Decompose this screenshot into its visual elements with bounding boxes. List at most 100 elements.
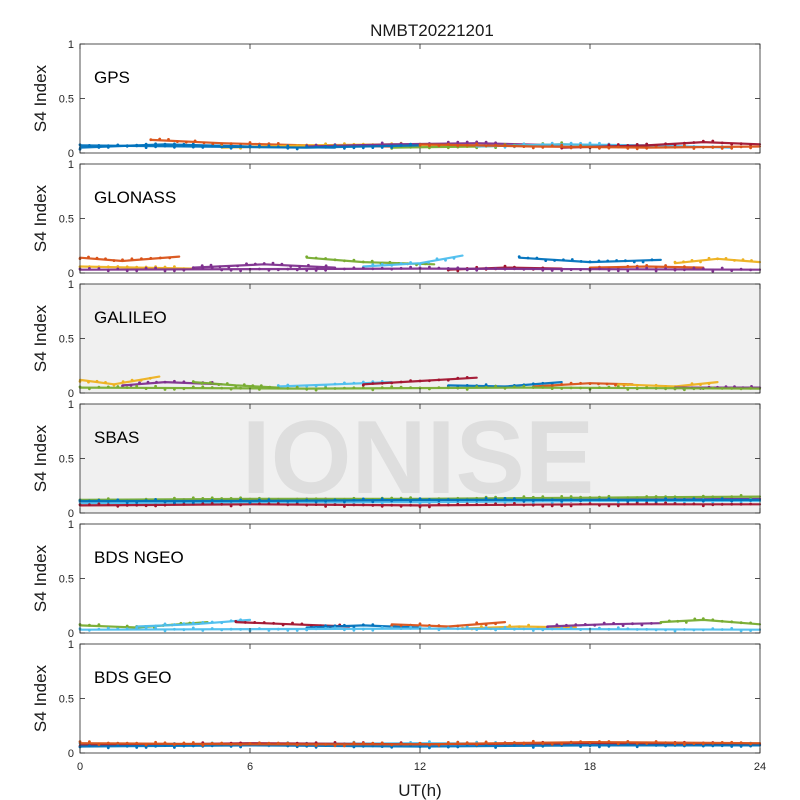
data-point xyxy=(218,265,222,269)
data-point xyxy=(550,387,554,390)
data-point xyxy=(191,380,195,383)
data-point xyxy=(673,742,677,746)
data-point xyxy=(343,744,346,748)
data-point xyxy=(125,386,129,389)
data-point xyxy=(739,267,743,271)
data-point xyxy=(267,386,271,389)
data-point xyxy=(494,143,497,147)
data-point xyxy=(569,504,573,508)
data-point xyxy=(475,743,479,746)
data-point xyxy=(684,621,688,624)
data-point xyxy=(191,744,195,748)
data-point xyxy=(418,379,422,383)
data-point xyxy=(494,497,497,501)
data-point xyxy=(701,628,705,632)
data-point xyxy=(361,497,365,501)
data-point xyxy=(635,742,639,745)
data-point xyxy=(446,626,450,630)
data-point xyxy=(418,745,422,749)
data-point xyxy=(517,255,521,259)
data-point xyxy=(484,385,488,389)
data-point xyxy=(106,269,110,273)
data-point xyxy=(494,502,497,506)
data-point xyxy=(475,268,479,272)
data-point xyxy=(135,501,139,504)
data-point xyxy=(106,503,110,506)
data-point xyxy=(739,142,743,146)
data-point xyxy=(553,259,556,262)
data-point xyxy=(163,144,167,148)
data-point xyxy=(87,380,90,384)
data-point xyxy=(399,380,403,384)
data-point xyxy=(711,386,715,390)
data-point xyxy=(295,268,299,272)
data-point xyxy=(550,742,554,746)
data-point xyxy=(654,495,658,498)
data-point xyxy=(239,628,243,631)
data-point xyxy=(135,741,139,745)
data-point xyxy=(352,266,356,270)
data-point xyxy=(314,143,318,147)
data-point xyxy=(324,499,327,503)
data-point xyxy=(645,499,649,503)
data-point xyxy=(645,386,649,390)
data-point xyxy=(173,145,176,149)
data-point xyxy=(465,268,469,272)
data-point xyxy=(333,624,337,628)
data-point xyxy=(106,500,110,503)
data-point xyxy=(163,265,167,269)
data-point xyxy=(541,142,545,146)
data-point xyxy=(116,265,120,268)
data-point xyxy=(428,746,431,750)
data-point xyxy=(446,267,450,270)
data-point xyxy=(291,621,294,625)
x-tick-label: 18 xyxy=(584,761,596,773)
data-point xyxy=(144,499,148,502)
data-point xyxy=(191,145,195,149)
data-point xyxy=(267,268,271,272)
data-point xyxy=(155,380,158,384)
data-point xyxy=(720,619,724,623)
data-point xyxy=(125,624,129,628)
data-point xyxy=(739,145,743,149)
data-point xyxy=(475,498,479,502)
data-point xyxy=(409,503,412,507)
data-point xyxy=(720,387,724,390)
data-point xyxy=(428,144,431,148)
y-axis-label: S4 Index xyxy=(31,64,50,132)
data-point xyxy=(324,624,327,627)
data-point xyxy=(248,141,252,144)
data-point xyxy=(560,742,564,746)
data-point xyxy=(144,266,148,270)
data-point xyxy=(654,387,658,390)
data-point xyxy=(616,626,620,630)
data-point xyxy=(560,504,564,508)
data-point xyxy=(465,384,469,387)
data-point xyxy=(229,627,233,631)
data-point xyxy=(494,267,497,270)
data-point xyxy=(569,626,573,630)
data-point xyxy=(371,504,375,507)
data-point xyxy=(201,146,205,149)
y-tick-label: 0.5 xyxy=(59,334,74,346)
data-point xyxy=(607,497,611,501)
data-point xyxy=(692,141,696,144)
data-point xyxy=(361,623,365,627)
data-point xyxy=(154,744,158,748)
data-point xyxy=(711,495,715,499)
data-point xyxy=(526,256,530,260)
data-point xyxy=(191,621,195,625)
data-point xyxy=(579,268,582,272)
data-point xyxy=(598,386,601,389)
data-point xyxy=(465,498,469,502)
data-point xyxy=(616,143,620,146)
data-point xyxy=(352,498,356,502)
data-point xyxy=(239,743,243,747)
data-point xyxy=(749,744,752,748)
data-point xyxy=(173,623,176,626)
data-point xyxy=(544,259,548,262)
data-point xyxy=(116,504,120,508)
data-point xyxy=(210,502,214,505)
panel-background xyxy=(80,164,760,273)
data-point xyxy=(484,266,488,270)
